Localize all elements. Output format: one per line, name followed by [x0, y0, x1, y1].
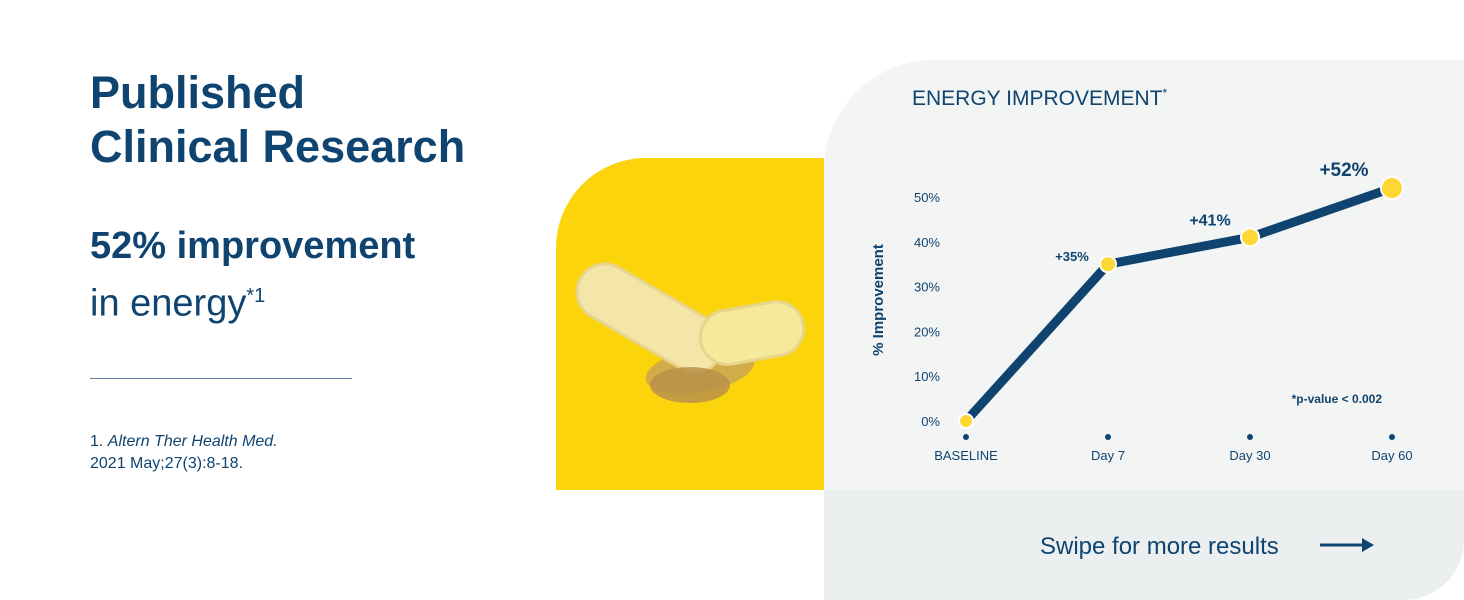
- x-tick-dot: [1389, 434, 1395, 440]
- citation-details: 2021 May;27(3):8-18.: [90, 454, 243, 472]
- y-tick-label: 20%: [914, 324, 940, 339]
- title-marker: *: [1162, 86, 1167, 100]
- value-label: +41%: [1189, 212, 1230, 229]
- heading-line: Published: [90, 67, 306, 118]
- line: [962, 183, 1394, 425]
- annotation: *p-value < 0.002: [1292, 392, 1383, 406]
- divider: [90, 377, 352, 379]
- point: [958, 413, 974, 429]
- citation: 1. Altern Ther Health Med. 2021 May;27(3)…: [90, 431, 530, 475]
- y-tick-label: 30%: [914, 280, 940, 295]
- stat-sub: in energy*1: [90, 268, 530, 332]
- cta-text[interactable]: Swipe for more results: [1040, 533, 1279, 560]
- value-label: +52%: [1319, 160, 1368, 181]
- stat-sub-text: in energy: [90, 282, 247, 325]
- value-label: +35%: [1055, 249, 1089, 264]
- point: [1240, 227, 1260, 248]
- y-tick-label: 10%: [914, 369, 940, 384]
- footer-panel: [824, 490, 1464, 600]
- point: [1380, 176, 1404, 201]
- x-tick-label: BASELINE: [934, 448, 998, 463]
- x-tick-label: Day 60: [1371, 448, 1412, 463]
- y-tick-label: 50%: [914, 190, 940, 205]
- chart-panel: [824, 60, 1464, 490]
- x-tick-dot: [963, 434, 969, 440]
- x-tick-dot: [1105, 434, 1111, 440]
- y-axis-label: % Improvement: [870, 244, 887, 356]
- citation-number: 1.: [90, 432, 104, 450]
- citation-journal: Altern Ther Health Med.: [107, 432, 278, 450]
- stat-main: 52% improvement: [90, 225, 416, 267]
- stat-sub-marker: *1: [246, 285, 266, 307]
- stat: 52% improvement: [90, 224, 530, 268]
- y-tick-label: 0%: [921, 414, 940, 429]
- y-tick-label: 40%: [914, 235, 940, 250]
- heading-line: Clinical Research: [90, 121, 466, 172]
- heading: Published Clinical Research: [90, 66, 530, 174]
- left-column: Published Clinical Research 52% improveme…: [90, 66, 530, 475]
- point: [1099, 255, 1117, 274]
- cta[interactable]: Swipe for more results: [1040, 533, 1374, 560]
- x-tick-label: Day 7: [1091, 448, 1125, 463]
- x-tick-label: Day 30: [1229, 448, 1270, 463]
- capsule-image: [575, 262, 806, 403]
- chart-title-text: ENERGY IMPROVEMENT: [912, 87, 1163, 110]
- chart-title: ENERGY IMPROVEMENT*: [912, 86, 1167, 110]
- x-tick-dot: [1247, 434, 1253, 440]
- cta-arrowhead[interactable]: [1362, 538, 1374, 552]
